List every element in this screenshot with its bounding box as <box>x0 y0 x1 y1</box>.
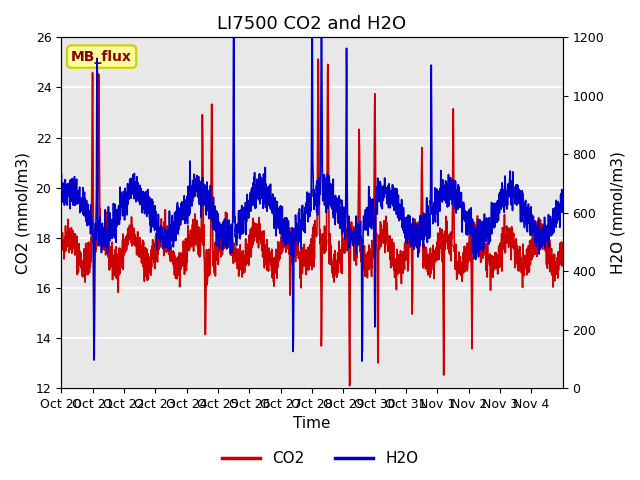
Y-axis label: H2O (mmol/m3): H2O (mmol/m3) <box>610 151 625 274</box>
Text: MB_flux: MB_flux <box>71 49 132 64</box>
Title: LI7500 CO2 and H2O: LI7500 CO2 and H2O <box>218 15 406 33</box>
Legend: CO2, H2O: CO2, H2O <box>216 445 424 472</box>
Y-axis label: CO2 (mmol/m3): CO2 (mmol/m3) <box>15 152 30 274</box>
X-axis label: Time: Time <box>293 417 331 432</box>
